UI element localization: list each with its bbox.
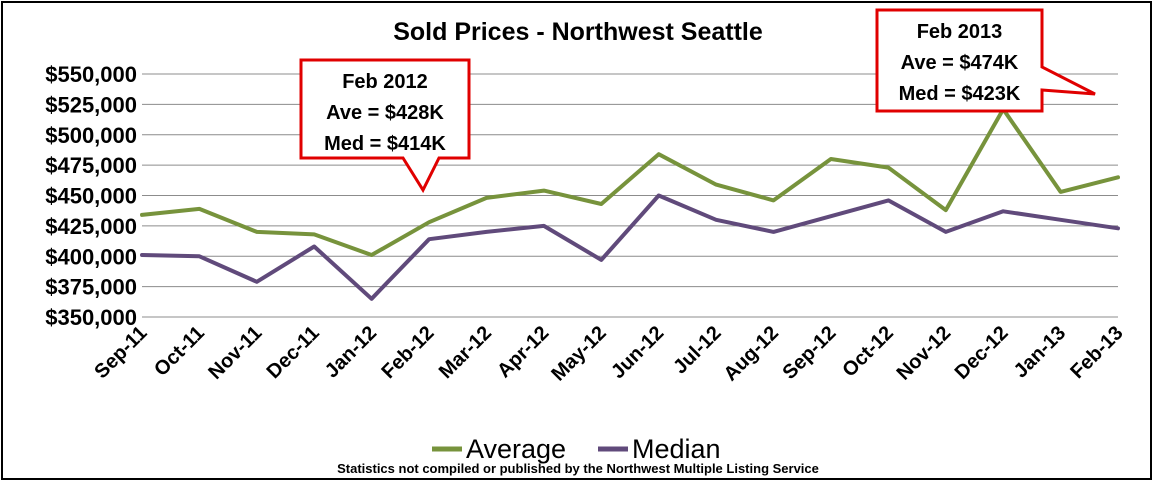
callout-text: Ave = $474K (901, 52, 1019, 74)
x-tick-label: Mar-12 (435, 322, 496, 383)
x-tick-label: Jun-12 (607, 322, 668, 383)
x-tick-label: Oct-12 (838, 322, 898, 382)
x-tick-label: May-12 (547, 322, 611, 386)
y-tick-label: $550,000 (45, 62, 137, 87)
x-tick-label: Oct-11 (150, 322, 209, 381)
callout-text: Ave = $428K (326, 102, 444, 124)
y-tick-label: $475,000 (45, 153, 137, 178)
callout-text: Feb 2013 (917, 21, 1003, 43)
x-tick-label: Feb-12 (377, 322, 438, 383)
chart-title: Sold Prices - Northwest Seattle (393, 18, 763, 46)
legend-label: Average (466, 434, 566, 464)
series-line-average (140, 107, 1120, 257)
x-tick-label: Sep-12 (779, 322, 841, 384)
x-tick-label: Dec-11 (263, 322, 324, 383)
y-tick-label: $500,000 (45, 123, 137, 148)
x-tick-label: Jan-12 (321, 322, 381, 382)
legend: Average Median (432, 434, 721, 464)
y-tick-label: $425,000 (45, 214, 137, 239)
callout-box (299, 58, 471, 194)
callout-2: Feb 2013 Ave = $474K Med = $423K (875, 8, 1096, 113)
y-tick-label: $450,000 (45, 184, 137, 209)
callout-text: Feb 2012 (342, 71, 428, 93)
callout-1: Feb 2012 Ave = $428K Med = $414K (299, 58, 471, 194)
y-tick-label: $375,000 (45, 275, 137, 300)
legend-label: Median (632, 434, 721, 464)
x-tick-label: Jan-13 (1010, 322, 1070, 382)
x-tick-label: Feb-13 (1066, 322, 1127, 383)
y-tick-label: $400,000 (45, 244, 137, 269)
footnote: Statistics not compiled or published by … (337, 461, 819, 476)
y-axis: $350,000 $375,000 $400,000 $425,000 $450,000… (45, 62, 137, 330)
y-tick-label: $350,000 (45, 305, 137, 330)
callout-text: Med = $414K (324, 133, 446, 155)
x-tick-label: Nov-11 (204, 322, 266, 384)
legend-item-average: Average (432, 434, 566, 464)
callout-text: Med = $423K (899, 83, 1021, 105)
x-tick-label: Apr-12 (493, 322, 553, 382)
x-tick-label: Aug-12 (720, 322, 783, 385)
callouts: Feb 2012 Ave = $428K Med = $414K Feb 2013 Av… (299, 8, 1096, 194)
x-tick-label: Dec-12 (951, 322, 1013, 384)
series-lines (140, 107, 1120, 301)
x-tick-label: Nov-12 (893, 322, 956, 385)
x-tick-label: Jul-12 (669, 322, 725, 378)
x-tick-label: Sep-11 (90, 322, 151, 383)
y-tick-label: $525,000 (45, 92, 137, 117)
legend-item-median: Median (598, 434, 721, 464)
x-axis: Sep-11Oct-11Nov-11Dec-11Jan-12Feb-12Mar-… (90, 322, 1127, 386)
series-line-median (140, 193, 1120, 301)
callout-box (875, 8, 1096, 113)
